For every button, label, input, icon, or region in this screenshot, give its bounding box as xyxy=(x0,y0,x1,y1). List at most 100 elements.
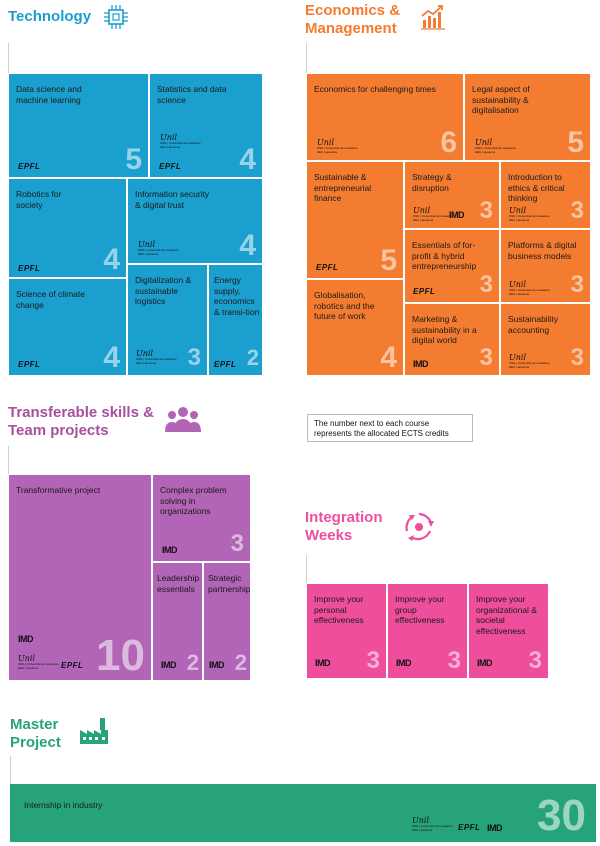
course-label: Data science and machine learning xyxy=(16,84,82,105)
imd-logo: IMD xyxy=(449,210,465,220)
unil-logo: Unil UNIL | Université de Lausanne HEC Lau… xyxy=(160,133,201,150)
course-tile-marketing[interactable]: Marketing & sustainability in a digital … xyxy=(404,303,500,376)
unil-logo: Unil UNIL | Université de Lausanne HEC Lau… xyxy=(509,206,550,223)
ects-number: 4 xyxy=(103,243,120,276)
economics-block: Economics for challenging times Unil UNIL… xyxy=(306,73,591,376)
epfl-logo: EPFL xyxy=(61,661,84,670)
cycle-icon xyxy=(405,512,434,541)
ects-number: 4 xyxy=(239,229,256,262)
imd-logo: IMD xyxy=(315,658,331,668)
unil-logo: Unil UNIL | Université de Lausanne HEC Lau… xyxy=(475,138,516,155)
course-label: Complex problem solving in organizations xyxy=(160,485,227,516)
course-tile-organizational-effectiveness[interactable]: Improve your organizational & societal e… xyxy=(468,583,549,679)
unil-logo: Unil UNIL | Université de Lausanne HEC Lau… xyxy=(413,206,454,223)
course-label: Essentials of for-profit & hybrid entrep… xyxy=(412,240,477,271)
course-label: Legal aspect of sustainability & digital… xyxy=(472,84,530,115)
course-tile-robotics[interactable]: Robotics for society EPFL 4 xyxy=(8,178,127,278)
imd-logo: IMD xyxy=(18,634,34,644)
course-tile-strategic-partnership[interactable]: Strategic partnership IMD 2 xyxy=(203,562,251,681)
course-label: Economics for challenging times xyxy=(314,84,436,94)
ects-number: 3 xyxy=(479,197,493,224)
course-tile-entrepreneurship[interactable]: Essentials of for-profit & hybrid entrep… xyxy=(404,229,500,303)
course-tile-legal-aspects[interactable]: Legal aspect of sustainability & digital… xyxy=(464,73,591,161)
course-tile-personal-effectiveness[interactable]: Improve your personal effectiveness IMD … xyxy=(306,583,387,679)
course-label: Improve your organizational & societal e… xyxy=(476,594,537,636)
course-label: Energy supply, economics & transi-tion xyxy=(214,275,260,317)
epfl-logo: EPFL xyxy=(316,263,339,272)
transferable-block: Transformative project IMD Unil UNIL | Un… xyxy=(8,474,251,681)
course-tile-climate-change[interactable]: Science of climate change EPFL 4 xyxy=(8,278,127,376)
unil-logo: Unil UNIL | Université de Lausanne HEC Lau… xyxy=(317,138,358,155)
ects-number: 5 xyxy=(125,143,142,176)
imd-logo: IMD xyxy=(162,545,178,555)
ects-number: 6 xyxy=(440,126,457,159)
course-tile-information-security[interactable]: Information security & digital trust Uni… xyxy=(127,178,263,264)
course-tile-group-effectiveness[interactable]: Improve your group effectiveness IMD 3 xyxy=(387,583,468,679)
ects-number: 30 xyxy=(537,791,586,840)
course-tile-platforms[interactable]: Platforms & digital business models Unil… xyxy=(500,229,591,303)
course-tile-complex-problem-solving[interactable]: Complex problem solving in organizations… xyxy=(152,474,251,562)
course-tile-strategy-disruption[interactable]: Strategy & disruption Unil UNIL | Univers… xyxy=(404,161,500,229)
epfl-logo: EPFL xyxy=(159,162,182,171)
course-label: Strategic partnership xyxy=(208,573,251,594)
ects-number: 4 xyxy=(239,143,256,176)
imd-logo: IMD xyxy=(487,823,503,833)
team-icon xyxy=(165,407,201,432)
unil-logo: Unil UNIL | Université de Lausanne HEC Lau… xyxy=(138,240,179,257)
course-label: Leadership essentials xyxy=(157,573,200,594)
course-tile-data-science[interactable]: Data science and machine learning EPFL 5 xyxy=(8,73,149,178)
course-label: Sustainable & entrepreneurial finance xyxy=(314,172,372,203)
ects-number: 3 xyxy=(447,647,461,674)
epfl-logo: EPFL xyxy=(214,360,237,369)
course-tile-globalisation[interactable]: Globalisation, robotics and the future o… xyxy=(306,279,404,376)
course-label: Science of climate change xyxy=(16,289,85,310)
ects-note: The number next to each course represent… xyxy=(307,414,473,442)
imd-logo: IMD xyxy=(209,660,225,670)
course-tile-leadership-essentials[interactable]: Leadership essentials IMD 2 xyxy=(152,562,203,681)
unil-logo: Unil UNIL | Université de Lausanne HEC Lau… xyxy=(412,816,453,833)
course-label: Introduction to ethics & critical thinki… xyxy=(508,172,565,203)
master-title: Master Project xyxy=(10,716,61,751)
course-tile-energy-supply[interactable]: Energy supply, economics & transi-tion E… xyxy=(208,264,263,376)
course-tile-digitalization[interactable]: Digitalization & sustainable logistics U… xyxy=(127,264,208,376)
unil-logo: Unil UNIL | Université de Lausanne HEC Lau… xyxy=(509,280,550,297)
integration-title: Integration Weeks xyxy=(305,509,383,544)
imd-logo: IMD xyxy=(396,658,412,668)
ects-number: 3 xyxy=(366,647,380,674)
transferable-title: Transferable skills & Team projects xyxy=(8,404,154,439)
course-tile-economics-challenging-times[interactable]: Economics for challenging times Unil UNIL… xyxy=(306,73,464,161)
imd-logo: IMD xyxy=(477,658,493,668)
epfl-logo: EPFL xyxy=(18,162,41,171)
course-label: Transformative project xyxy=(16,485,101,495)
course-tile-statistics[interactable]: Statistics and data science Unil UNIL | U… xyxy=(149,73,263,178)
chip-icon xyxy=(104,5,128,29)
course-label: Marketing & sustainability in a digital … xyxy=(412,314,477,345)
ects-number: 3 xyxy=(187,344,201,371)
bar-chart-icon xyxy=(421,5,445,30)
course-label: Sustainability accounting xyxy=(508,314,559,335)
ects-number: 10 xyxy=(96,631,145,680)
course-label: Internship in industry xyxy=(24,800,103,810)
ects-number: 2 xyxy=(246,345,259,370)
ects-number: 3 xyxy=(230,530,244,557)
course-label: Statistics and data science xyxy=(157,84,227,105)
course-label: Robotics for society xyxy=(16,189,62,210)
imd-logo: IMD xyxy=(413,359,429,369)
course-tile-ethics-critical-thinking[interactable]: Introduction to ethics & critical thinki… xyxy=(500,161,591,229)
course-label: Platforms & digital business models xyxy=(508,240,577,261)
course-tile-sustainability-accounting[interactable]: Sustainability accounting Unil UNIL | Uni… xyxy=(500,303,591,376)
unil-logo: Unil UNIL | Université de Lausanne HEC Lau… xyxy=(509,353,550,370)
technology-block: Data science and machine learning EPFL 5… xyxy=(8,73,263,376)
course-tile-internship[interactable]: Internship in industry Unil UNIL | Univer… xyxy=(10,784,596,842)
ects-number: 4 xyxy=(103,341,120,374)
course-label: Improve your personal effectiveness xyxy=(314,594,364,625)
ects-number: 3 xyxy=(570,271,584,298)
economics-title: Economics & Management xyxy=(305,2,401,37)
unil-logo: Unil UNIL | Université de Lausanne HEC Lau… xyxy=(136,349,177,366)
course-label: Digitalization & sustainable logistics xyxy=(135,275,192,306)
course-tile-transformative-project[interactable]: Transformative project IMD Unil UNIL | Un… xyxy=(8,474,152,681)
factory-icon xyxy=(80,718,108,744)
ects-number: 4 xyxy=(380,341,397,374)
imd-logo: IMD xyxy=(161,660,177,670)
course-tile-sustainable-finance[interactable]: Sustainable & entrepreneurial finance EP… xyxy=(306,161,404,279)
